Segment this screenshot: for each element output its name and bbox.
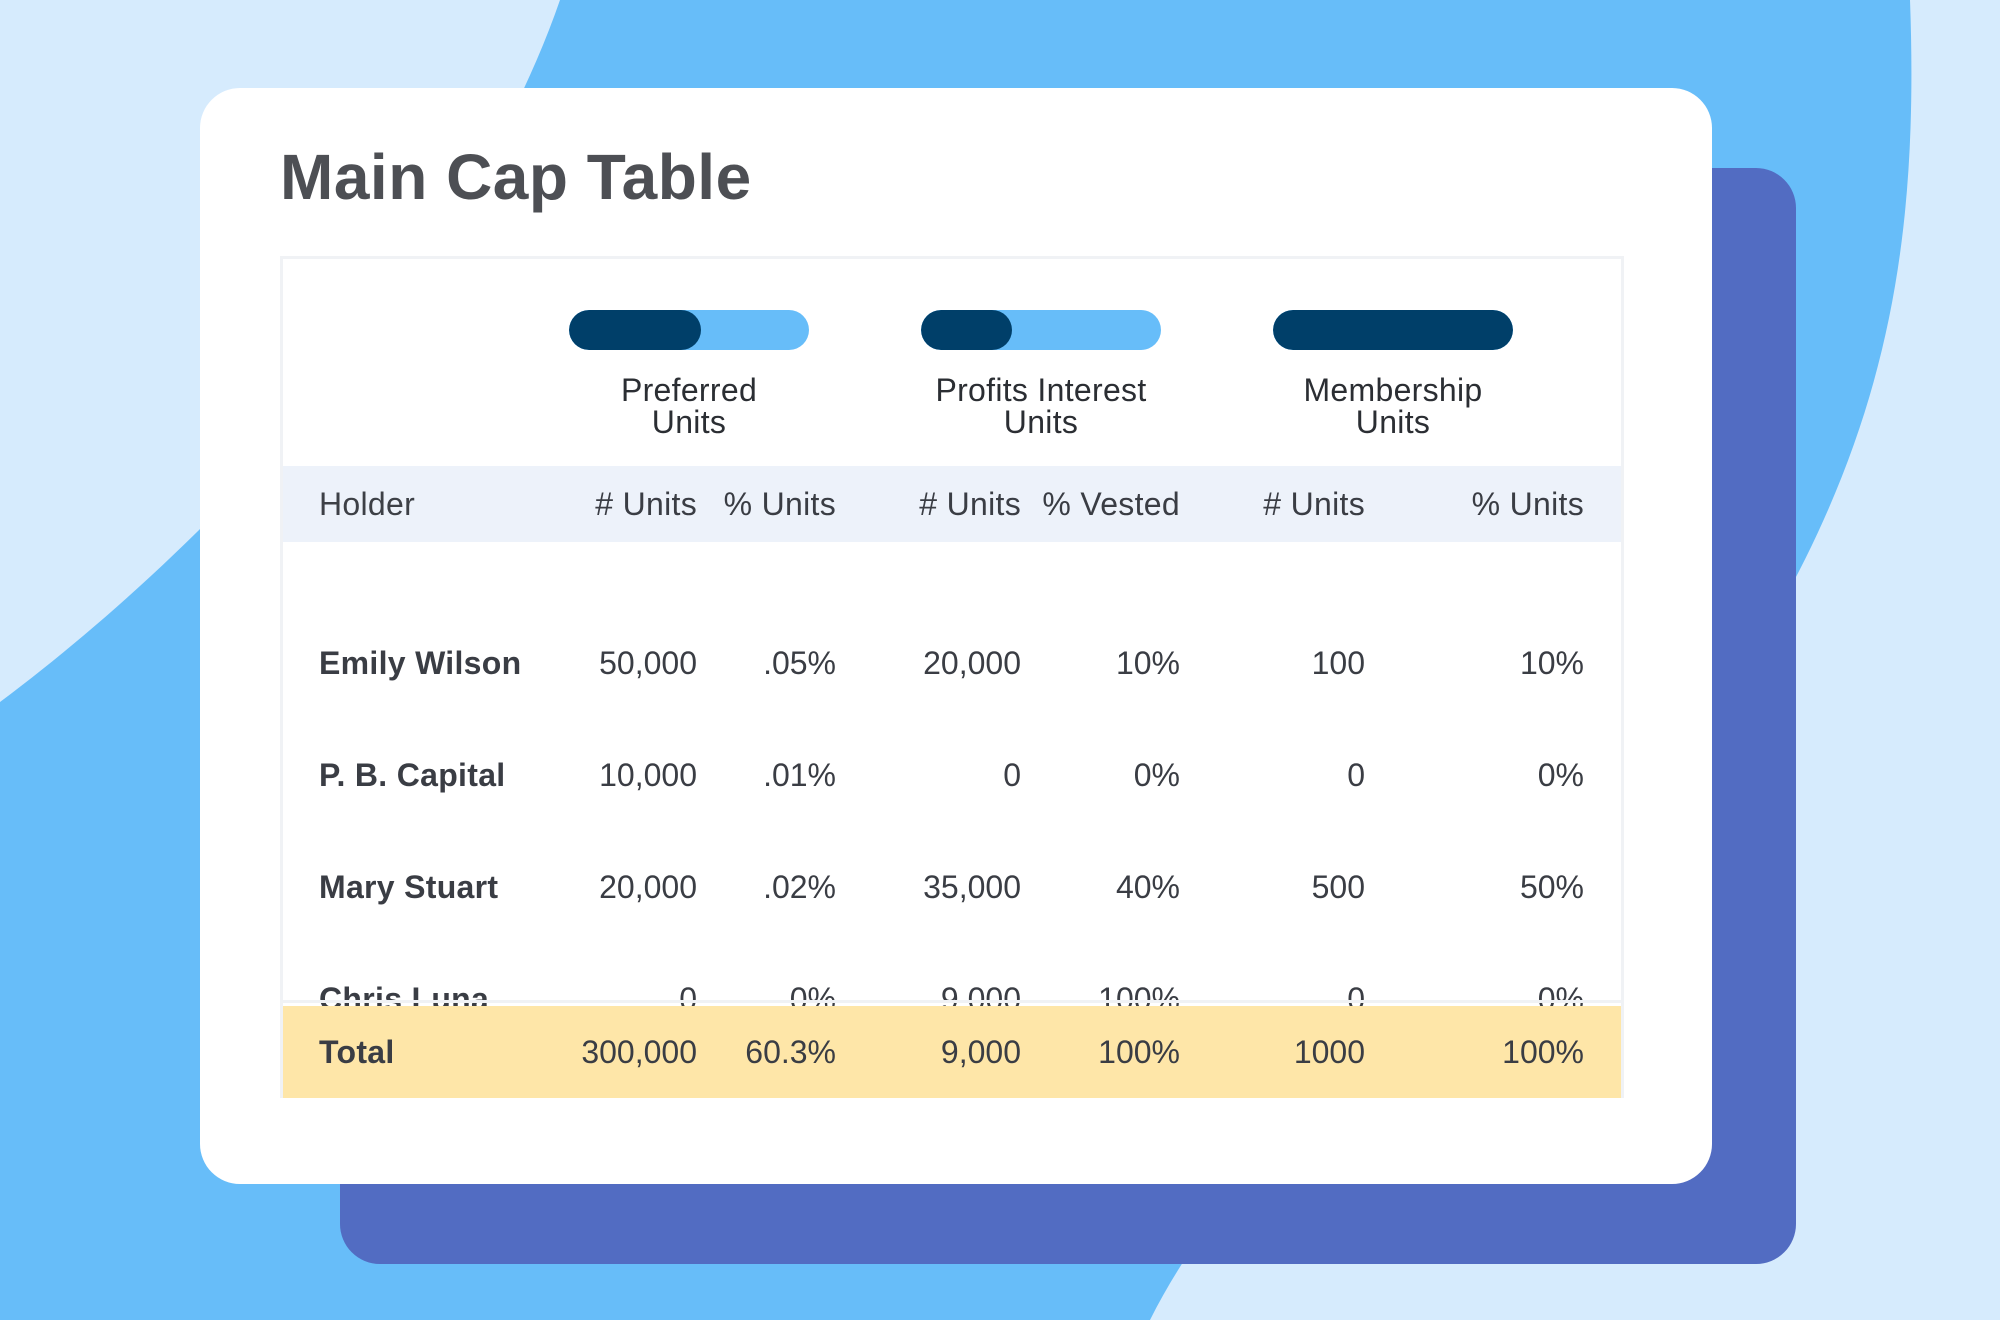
cell-membership-pct: 0% — [1537, 757, 1584, 793]
progress-fill-profits-interest — [921, 310, 1013, 350]
header-profits-vested: % Vested — [1042, 486, 1180, 522]
header-membership-units: # Units — [1263, 486, 1365, 522]
cell-profits-units: 0 — [1003, 757, 1021, 793]
total-label: Total — [319, 1034, 395, 1070]
group-label-line1: Membership — [1303, 372, 1483, 408]
header-preferred-units: # Units — [595, 486, 697, 522]
group-profits-interest-units: Profits Interest Units — [865, 259, 1165, 469]
cell-profits-vested: 10% — [1115, 645, 1180, 681]
header-membership-pct: % Units — [1471, 486, 1584, 522]
header-preferred-pct: % Units — [723, 486, 836, 522]
total-profits-units: 9,000 — [940, 1034, 1021, 1070]
row-divider — [283, 1000, 1621, 1003]
cell-holder: P. B. Capital — [319, 757, 506, 793]
cell-membership-units: 100 — [1311, 645, 1365, 681]
group-label-membership: Membership Units — [1243, 374, 1543, 438]
progress-bar-profits-interest — [921, 310, 1161, 350]
cell-profits-vested: 40% — [1115, 869, 1180, 905]
cell-holder: Mary Stuart — [319, 869, 499, 905]
total-profits-vested: 100% — [1098, 1034, 1180, 1070]
progress-bar-membership — [1273, 310, 1513, 350]
page-title: Main Cap Table — [280, 141, 752, 213]
group-label-line2: Units — [1003, 404, 1079, 440]
progress-bar-preferred — [569, 310, 809, 350]
group-label-preferred: Preferred Units — [539, 374, 839, 438]
cell-preferred-pct: .05% — [763, 645, 836, 681]
total-preferred-units: 300,000 — [581, 1034, 697, 1070]
cell-membership-units: 500 — [1311, 869, 1365, 905]
group-label-line1: Preferred — [620, 372, 758, 408]
group-label-line2: Units — [651, 404, 727, 440]
group-label-line1: Profits Interest — [935, 372, 1147, 408]
cell-profits-vested: 0% — [1133, 757, 1180, 793]
cell-preferred-units: 20,000 — [599, 869, 697, 905]
cell-profits-units: 20,000 — [923, 645, 1021, 681]
cell-holder: Emily Wilson — [319, 645, 522, 681]
cap-table-card: Main Cap Table Preferred Units Profits I… — [200, 88, 1712, 1184]
table-total-row: Total 300,000 60.3% 9,000 100% 1000 100% — [283, 1006, 1621, 1098]
progress-fill-preferred — [569, 310, 701, 350]
cell-membership-pct: 10% — [1519, 645, 1584, 681]
cell-preferred-units: 10,000 — [599, 757, 697, 793]
cap-table: Preferred Units Profits Interest Units M… — [280, 256, 1624, 1098]
header-profits-units: # Units — [919, 486, 1021, 522]
cell-preferred-pct: .02% — [763, 869, 836, 905]
group-label-line2: Units — [1355, 404, 1431, 440]
total-membership-pct: 100% — [1502, 1034, 1584, 1070]
header-holder: Holder — [319, 486, 416, 522]
total-membership-units: 1000 — [1293, 1034, 1365, 1070]
cell-membership-units: 0 — [1347, 757, 1365, 793]
table-header-row: Holder # Units % Units # Units % Vested … — [283, 466, 1621, 542]
total-preferred-pct: 60.3% — [745, 1034, 836, 1070]
progress-fill-membership — [1273, 310, 1513, 350]
cell-membership-pct: 50% — [1519, 869, 1584, 905]
group-membership-units: Membership Units — [1217, 259, 1517, 469]
cell-preferred-pct: .01% — [763, 757, 836, 793]
group-label-profits-interest: Profits Interest Units — [891, 374, 1191, 438]
group-preferred-units: Preferred Units — [513, 259, 813, 469]
cell-preferred-units: 50,000 — [599, 645, 697, 681]
cell-profits-units: 35,000 — [923, 869, 1021, 905]
